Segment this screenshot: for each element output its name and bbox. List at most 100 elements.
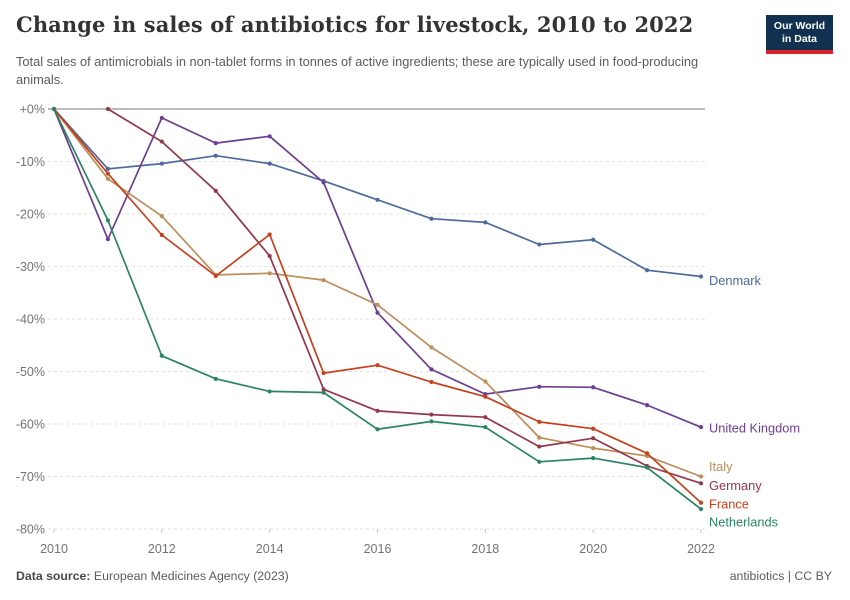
data-point-netherlands: [483, 425, 488, 430]
credit-line[interactable]: antibiotics | CC BY: [729, 569, 832, 583]
data-point-united-kingdom: [644, 403, 650, 408]
data-point-france: [483, 394, 488, 399]
data-point-denmark: [483, 220, 488, 225]
x-tick-label: 2014: [256, 542, 284, 556]
data-point-france: [537, 419, 542, 424]
data-point-denmark: [105, 166, 111, 171]
data-point-germany: [375, 408, 380, 413]
y-tick-label: -20%: [16, 208, 45, 222]
y-tick-label: -80%: [16, 523, 45, 537]
data-point-netherlands: [159, 353, 164, 358]
series-label-denmark[interactable]: Denmark: [709, 273, 762, 288]
series-line-germany: [107, 108, 702, 485]
data-point-denmark: [591, 237, 596, 242]
series-label-france[interactable]: France: [709, 496, 749, 511]
data-point-germany: [159, 139, 164, 144]
data-point-denmark: [213, 153, 218, 158]
x-tick-label: 2020: [579, 542, 607, 556]
data-point-germany: [267, 253, 272, 259]
data-point-united-kingdom: [159, 115, 164, 121]
data-point-france: [213, 273, 218, 279]
data-point-italy: [537, 435, 542, 440]
data-point-germany: [213, 188, 218, 193]
data-point-denmark: [537, 242, 542, 247]
data-point-netherlands: [429, 419, 434, 424]
y-tick-label: +0%: [20, 103, 45, 117]
data-point-italy: [591, 446, 596, 451]
data-point-france: [105, 171, 111, 176]
data-point-united-kingdom: [537, 384, 542, 389]
data-point-italy: [375, 302, 380, 307]
data-point-denmark: [159, 161, 164, 166]
y-tick-label: -70%: [16, 470, 45, 484]
data-point-italy: [429, 345, 434, 350]
y-tick-label: -40%: [16, 313, 45, 327]
data-point-netherlands: [321, 390, 326, 395]
page-title: Change in sales of antibiotics for lives…: [16, 12, 694, 37]
data-source-text: European Medicines Agency (2023): [90, 569, 289, 583]
data-point-united-kingdom: [429, 367, 434, 372]
data-point-italy: [267, 271, 272, 276]
data-point-france: [321, 370, 326, 376]
data-point-united-kingdom: [321, 180, 326, 185]
data-source: Data source: European Medicines Agency (…: [16, 569, 289, 583]
y-tick-label: -60%: [16, 418, 45, 432]
data-point-netherlands: [267, 389, 272, 394]
data-point-denmark: [429, 216, 434, 221]
data-point-netherlands: [591, 456, 596, 461]
x-tick-label: 2012: [148, 542, 176, 556]
x-tick-label: 2010: [40, 542, 68, 556]
data-point-france: [591, 426, 596, 431]
data-point-france: [159, 232, 164, 238]
data-point-germany: [321, 387, 326, 392]
owid-logo-line2: in Data: [781, 32, 817, 45]
y-tick-label: -10%: [16, 155, 45, 169]
x-tick-label: 2022: [687, 542, 715, 556]
x-tick-label: 2016: [364, 542, 392, 556]
data-point-italy: [483, 379, 488, 384]
data-point-italy: [698, 474, 704, 479]
page-subtitle: Total sales of antimicrobials in non-tab…: [16, 54, 699, 87]
x-tick-label: 2018: [471, 542, 499, 556]
data-point-germany: [591, 436, 596, 441]
data-point-united-kingdom: [591, 385, 596, 390]
data-point-denmark: [267, 161, 272, 166]
data-point-netherlands: [213, 376, 218, 381]
series-line-united-kingdom: [53, 108, 702, 429]
data-point-united-kingdom: [105, 237, 111, 242]
owid-logo[interactable]: Our World in Data: [766, 15, 833, 54]
series-label-netherlands[interactable]: Netherlands: [709, 515, 778, 530]
y-tick-label: -50%: [16, 365, 45, 379]
data-point-united-kingdom: [698, 425, 704, 430]
series-label-united-kingdom[interactable]: United Kingdom: [709, 421, 800, 436]
data-point-germany: [537, 444, 542, 449]
owid-logo-line1: Our World: [773, 19, 826, 32]
data-point-germany: [698, 481, 704, 486]
data-point-netherlands: [51, 106, 57, 112]
data-point-germany: [429, 412, 434, 417]
data-point-germany: [483, 415, 488, 420]
data-point-netherlands: [644, 465, 650, 470]
data-point-united-kingdom: [267, 134, 272, 139]
data-source-label: Data source:: [16, 569, 91, 583]
data-point-italy: [105, 176, 111, 181]
data-point-denmark: [698, 274, 704, 279]
data-point-germany: [105, 106, 111, 112]
series-label-germany[interactable]: Germany: [709, 478, 762, 493]
data-point-netherlands: [375, 427, 380, 432]
data-point-italy: [159, 214, 164, 219]
data-point-netherlands: [105, 218, 111, 223]
data-point-france: [267, 232, 272, 237]
y-tick-label: -30%: [16, 260, 45, 274]
data-point-france: [698, 500, 704, 505]
data-point-italy: [321, 278, 326, 283]
series-label-italy[interactable]: Italy: [709, 459, 733, 474]
data-point-netherlands: [698, 506, 704, 512]
data-point-france: [644, 451, 650, 456]
data-point-france: [375, 363, 380, 368]
data-point-denmark: [375, 197, 380, 202]
data-point-france: [429, 379, 434, 385]
data-point-denmark: [644, 268, 650, 273]
